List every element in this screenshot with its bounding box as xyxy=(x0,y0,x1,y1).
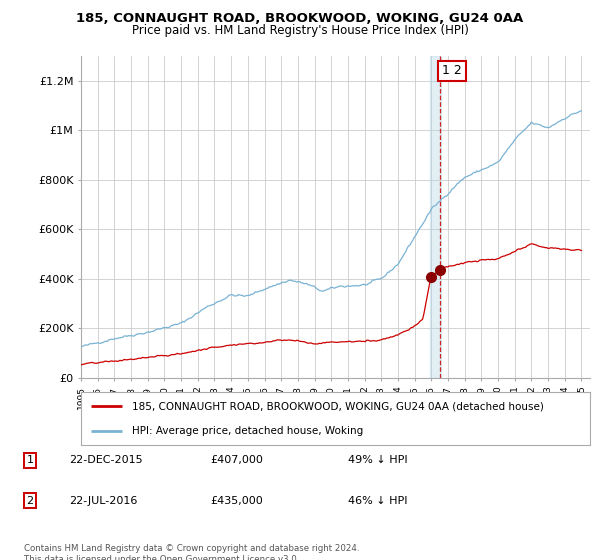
Bar xyxy=(430,56,442,378)
Text: 185, CONNAUGHT ROAD, BROOKWOOD, WOKING, GU24 0AA (detached house): 185, CONNAUGHT ROAD, BROOKWOOD, WOKING, … xyxy=(132,402,544,412)
Text: 22-DEC-2015: 22-DEC-2015 xyxy=(69,455,143,465)
Text: £407,000: £407,000 xyxy=(210,455,263,465)
Text: 185, CONNAUGHT ROAD, BROOKWOOD, WOKING, GU24 0AA: 185, CONNAUGHT ROAD, BROOKWOOD, WOKING, … xyxy=(76,12,524,25)
Text: Contains HM Land Registry data © Crown copyright and database right 2024.
This d: Contains HM Land Registry data © Crown c… xyxy=(24,544,359,560)
Text: HPI: Average price, detached house, Woking: HPI: Average price, detached house, Woki… xyxy=(132,426,363,436)
Text: Price paid vs. HM Land Registry's House Price Index (HPI): Price paid vs. HM Land Registry's House … xyxy=(131,24,469,36)
Text: 22-JUL-2016: 22-JUL-2016 xyxy=(69,496,137,506)
Text: 49% ↓ HPI: 49% ↓ HPI xyxy=(348,455,407,465)
Text: £435,000: £435,000 xyxy=(210,496,263,506)
Text: 46% ↓ HPI: 46% ↓ HPI xyxy=(348,496,407,506)
Text: 2: 2 xyxy=(26,496,34,506)
Text: 1 2: 1 2 xyxy=(442,64,462,77)
Text: 1: 1 xyxy=(26,455,34,465)
